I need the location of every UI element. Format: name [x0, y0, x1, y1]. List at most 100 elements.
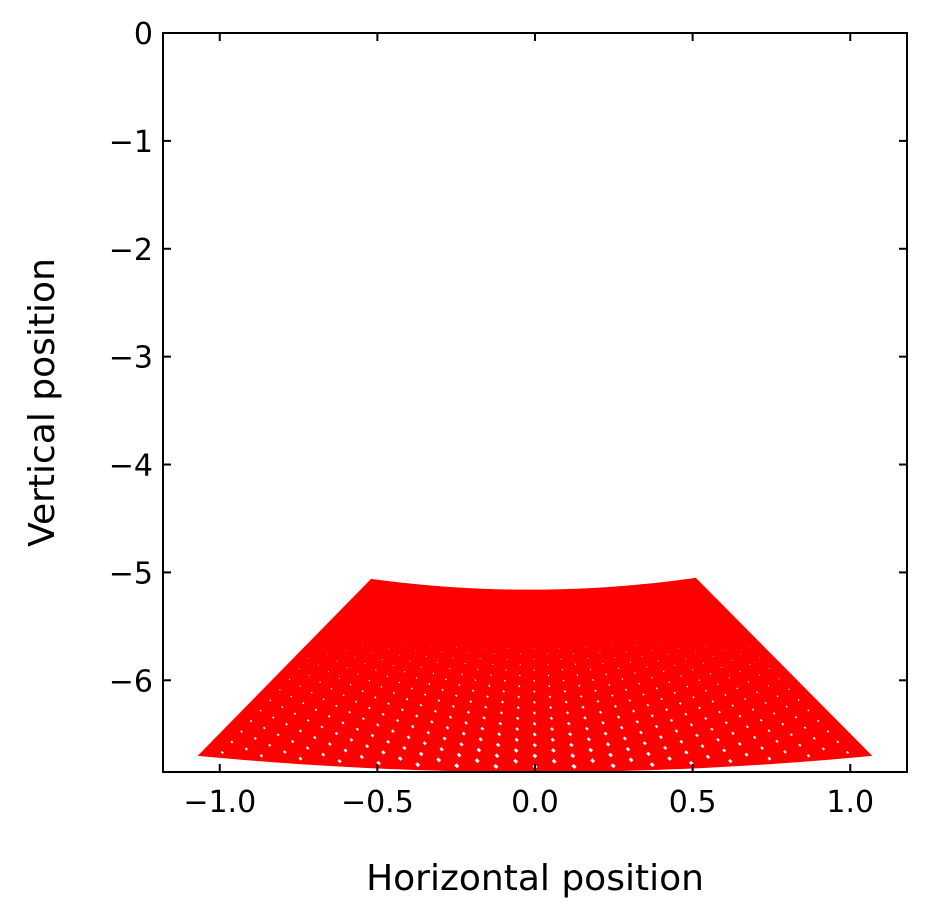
- mesh-gap: [745, 725, 749, 729]
- mesh-gap: [451, 704, 455, 708]
- x-axis-label: Horizontal position: [366, 858, 704, 899]
- y-tick-label: −3: [109, 341, 153, 376]
- mesh-gap: [590, 758, 596, 764]
- mesh-gap: [669, 718, 674, 722]
- mesh-gap: [322, 698, 325, 701]
- mesh-gap: [638, 682, 641, 685]
- mesh-gap: [684, 750, 689, 755]
- mesh-gap: [298, 668, 300, 670]
- mesh-gap: [548, 695, 552, 699]
- mesh-gap: [398, 681, 401, 684]
- mesh-gap: [730, 660, 732, 662]
- mesh-gap: [499, 711, 504, 715]
- mesh-gap: [276, 733, 280, 737]
- mesh-gap: [778, 678, 780, 680]
- mesh-gap: [679, 702, 682, 705]
- mesh-gap: [422, 741, 427, 746]
- mesh-gap: [598, 710, 603, 714]
- mesh-gap: [495, 742, 501, 748]
- mesh-gap: [497, 732, 502, 737]
- mesh-gap: [410, 687, 414, 690]
- mesh-gap: [361, 690, 364, 693]
- mesh-gap: [361, 717, 365, 721]
- mesh-gap: [588, 747, 593, 753]
- mesh-gap: [376, 760, 381, 766]
- mesh-gap: [302, 702, 305, 705]
- mesh-gap: [533, 690, 536, 693]
- mesh-gap: [308, 674, 310, 677]
- mesh-gap: [448, 715, 453, 719]
- mesh-gap: [753, 735, 757, 740]
- mesh-gap: [629, 661, 632, 664]
- mesh-gap: [650, 714, 654, 718]
- mesh-gap: [547, 674, 550, 677]
- mesh-gap: [616, 715, 621, 719]
- mesh-gap: [306, 719, 310, 722]
- mesh-gap: [663, 745, 668, 750]
- mesh-gap: [386, 739, 391, 744]
- mesh-gap: [349, 738, 354, 742]
- mesh-gap: [533, 679, 536, 682]
- mesh-gap: [436, 661, 439, 664]
- mesh-gap: [731, 731, 735, 736]
- mesh-gap: [354, 656, 356, 658]
- mesh-gap: [548, 684, 551, 688]
- mesh-gap: [349, 683, 352, 686]
- mesh-gap: [561, 669, 564, 671]
- mesh-gap: [488, 684, 491, 687]
- mesh-gap: [767, 756, 772, 761]
- y-tick-label: −4: [109, 449, 153, 484]
- mesh-gap: [720, 666, 722, 668]
- mesh-gap: [571, 763, 577, 770]
- mesh-gap: [698, 679, 701, 682]
- mesh-gap: [673, 691, 676, 694]
- mesh-gap: [392, 691, 396, 695]
- mesh-gap: [376, 723, 380, 727]
- mesh-gap: [652, 649, 654, 651]
- mesh-gap: [426, 730, 431, 735]
- mesh-gap: [441, 688, 444, 692]
- mesh-gap: [668, 654, 670, 656]
- mesh-gap: [685, 658, 687, 660]
- mesh-gap: [826, 730, 830, 733]
- mesh-gap: [549, 706, 553, 710]
- mesh-gap: [578, 684, 581, 687]
- mesh-gap: [654, 724, 659, 729]
- plot-frame: [162, 32, 908, 773]
- mesh-gap: [736, 687, 739, 690]
- mesh-gap: [354, 700, 358, 703]
- mesh-gap: [299, 685, 302, 687]
- mesh-gap: [253, 736, 257, 740]
- mesh-gap: [493, 763, 499, 770]
- mesh-gap: [464, 662, 466, 665]
- mesh-gap: [587, 657, 589, 660]
- mesh-gap: [617, 667, 620, 670]
- mesh-gap: [817, 719, 820, 723]
- mesh-gap: [797, 698, 800, 701]
- mesh-gap: [789, 733, 793, 737]
- mesh-gap: [507, 648, 509, 649]
- mesh-gap: [546, 653, 548, 655]
- mesh-gap: [430, 720, 434, 724]
- mesh-gap: [517, 695, 521, 699]
- mesh-gap: [564, 700, 568, 704]
- mesh-gap: [807, 709, 810, 712]
- mesh-gap: [776, 695, 779, 698]
- mesh-gap: [570, 753, 576, 759]
- mesh-gap: [433, 709, 437, 713]
- mesh-gap: [551, 748, 556, 753]
- mesh-gap: [628, 757, 634, 763]
- mesh-gap: [798, 743, 802, 747]
- mesh-gap: [391, 729, 395, 733]
- mesh-gap: [621, 678, 624, 681]
- mesh-gap: [506, 658, 508, 660]
- mesh-gap: [290, 695, 293, 698]
- mesh-gap: [646, 703, 650, 707]
- mesh-gap: [684, 712, 688, 716]
- mesh-gap: [737, 742, 742, 746]
- mesh-gap: [710, 727, 714, 731]
- mesh-gap: [268, 743, 272, 747]
- mesh-gap: [605, 742, 611, 747]
- mesh-gap: [532, 742, 537, 748]
- mesh-gap: [767, 729, 771, 733]
